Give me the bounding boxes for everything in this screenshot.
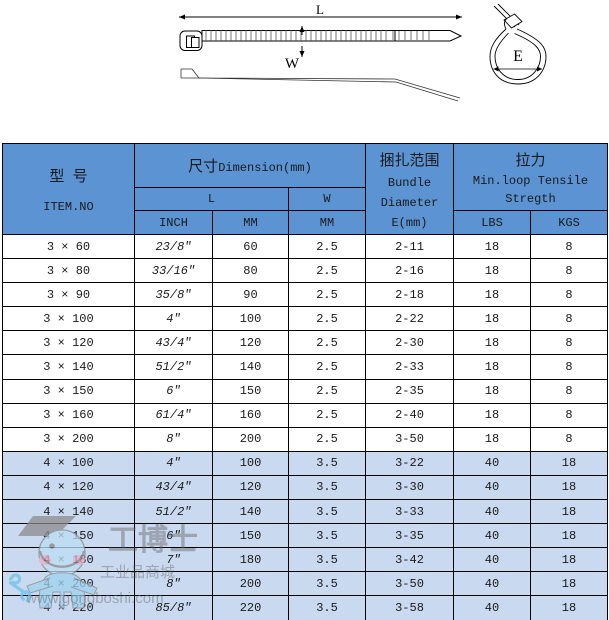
svg-text:E: E [513,48,523,65]
svg-text:L: L [316,2,324,17]
svg-text:W: W [285,56,300,72]
